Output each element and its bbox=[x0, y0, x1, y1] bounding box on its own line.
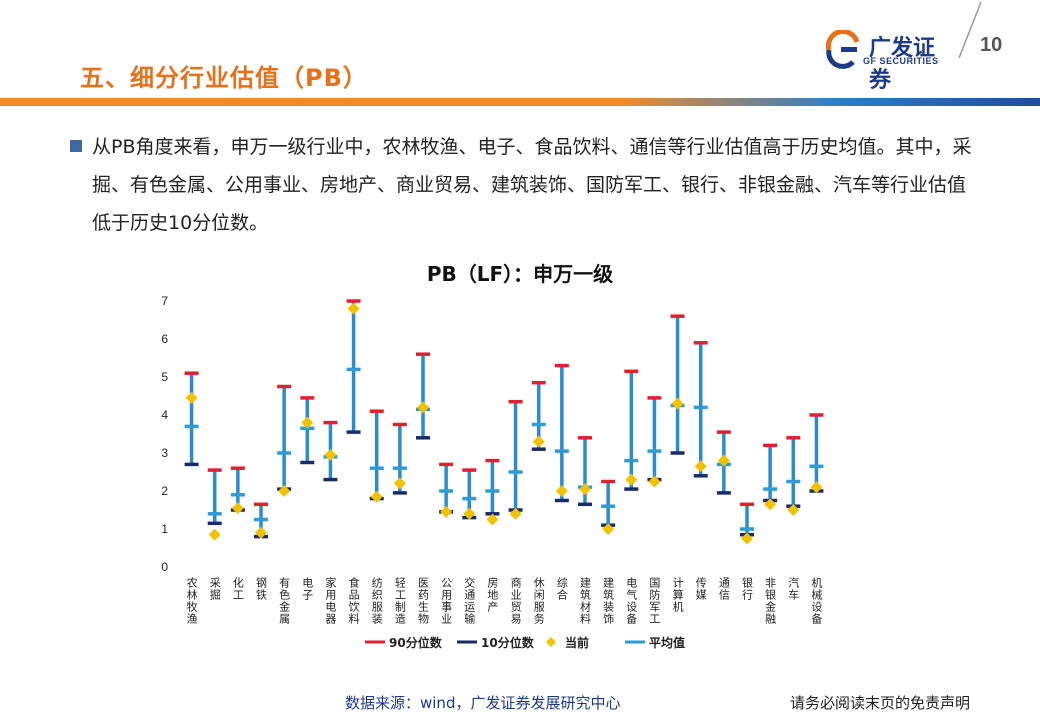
y-tick-label: 5 bbox=[161, 370, 168, 384]
current-mark bbox=[231, 502, 244, 515]
current-mark bbox=[741, 532, 753, 545]
y-tick-label: 3 bbox=[161, 446, 168, 460]
x-tick-label: 休闲服务 bbox=[532, 577, 545, 625]
footer-disclaimer: 请务必阅读末页的免责声明 bbox=[790, 694, 971, 712]
y-tick-label: 0 bbox=[161, 560, 168, 574]
legend-label: 当前 bbox=[565, 635, 589, 650]
x-tick-label: 商业贸易 bbox=[509, 576, 522, 625]
current-mark bbox=[278, 485, 291, 497]
x-tick-label: 传媒 bbox=[694, 577, 707, 601]
x-tick-label: 通信 bbox=[717, 577, 730, 601]
x-tick-label: 计算机 bbox=[671, 577, 684, 613]
current-mark bbox=[440, 505, 453, 518]
bullet-marker bbox=[70, 140, 82, 152]
header-rule bbox=[0, 98, 1040, 106]
current-mark bbox=[787, 504, 800, 516]
gf-logo-icon bbox=[825, 30, 860, 69]
current-mark bbox=[417, 401, 429, 414]
current-mark bbox=[324, 448, 337, 461]
y-tick-label: 6 bbox=[161, 332, 168, 346]
legend-label: 10分位数 bbox=[481, 635, 535, 650]
x-tick-label: 轻工制造 bbox=[393, 576, 406, 625]
slide-title: 五、细分行业估值（PB） bbox=[80, 64, 368, 92]
footer-source: 数据来源：wind，广发证券发展研究中心 bbox=[345, 694, 621, 712]
x-tick-label: 综合 bbox=[555, 576, 568, 601]
current-mark bbox=[764, 498, 777, 511]
current-mark bbox=[532, 435, 545, 448]
current-mark bbox=[393, 477, 406, 490]
y-tick-label: 1 bbox=[161, 522, 168, 536]
x-tick-label: 汽车 bbox=[787, 576, 800, 601]
current-mark bbox=[208, 528, 221, 541]
legend-label: 90分位数 bbox=[389, 635, 443, 650]
current-mark bbox=[509, 507, 522, 520]
current-mark bbox=[255, 526, 267, 539]
x-tick-label: 化工 bbox=[231, 576, 244, 601]
x-tick-label: 钢铁 bbox=[255, 577, 268, 601]
gf-logo: 广发证券 GF SECURITIES bbox=[823, 28, 953, 93]
x-tick-label: 有色金属 bbox=[278, 576, 291, 625]
current-mark bbox=[648, 475, 661, 488]
current-mark bbox=[301, 416, 314, 429]
x-tick-label: 机械设备 bbox=[810, 576, 823, 625]
x-tick-label: 交通运输 bbox=[463, 576, 476, 625]
x-tick-label: 建筑材料 bbox=[579, 576, 592, 625]
x-tick-label: 纺织服装 bbox=[370, 576, 383, 625]
legend-label: 平均值 bbox=[649, 635, 685, 650]
x-tick-label: 医药生物 bbox=[417, 577, 430, 625]
x-tick-label: 房地产 bbox=[486, 577, 499, 613]
logo-cn-text: 广发证券 bbox=[869, 36, 936, 93]
x-tick-label: 食品饮料 bbox=[347, 576, 360, 625]
legend-current-mark bbox=[546, 637, 556, 647]
chart-title: PB（LF）：申万一级 bbox=[426, 262, 614, 286]
current-mark bbox=[717, 454, 730, 467]
x-tick-label: 电气设备 bbox=[625, 577, 638, 625]
header-slash bbox=[958, 1, 982, 59]
x-tick-label: 农林牧渔 bbox=[185, 576, 198, 625]
current-mark bbox=[463, 507, 476, 520]
current-mark bbox=[370, 490, 383, 503]
current-mark bbox=[810, 481, 823, 494]
current-mark bbox=[555, 485, 568, 497]
y-tick-label: 7 bbox=[161, 294, 168, 308]
y-tick-label: 2 bbox=[161, 484, 168, 498]
current-mark bbox=[579, 483, 591, 496]
x-tick-label: 银行 bbox=[741, 576, 754, 601]
current-mark bbox=[185, 391, 198, 404]
bullet-text: 从PB角度来看，申万一级行业中，农林牧渔、电子、食品饮料、通信等行业估值高于历史… bbox=[92, 136, 972, 234]
x-tick-label: 非银金融 bbox=[764, 577, 777, 625]
logo-en-text: GF SECURITIES bbox=[863, 56, 939, 66]
current-mark bbox=[625, 473, 638, 486]
current-mark bbox=[694, 460, 707, 473]
current-mark bbox=[347, 302, 360, 315]
page-number: 10 bbox=[980, 34, 1003, 56]
x-tick-label: 国防军工 bbox=[648, 577, 661, 625]
x-tick-label: 家用电器 bbox=[324, 576, 337, 625]
x-tick-label: 建筑装饰 bbox=[602, 576, 615, 625]
current-mark bbox=[671, 397, 684, 410]
current-mark bbox=[602, 523, 615, 535]
current-mark bbox=[486, 513, 499, 526]
x-tick-label: 采掘 bbox=[208, 577, 221, 601]
x-tick-label: 电子 bbox=[301, 577, 314, 601]
y-tick-label: 4 bbox=[161, 408, 168, 422]
x-tick-label: 公用事业 bbox=[440, 577, 453, 625]
